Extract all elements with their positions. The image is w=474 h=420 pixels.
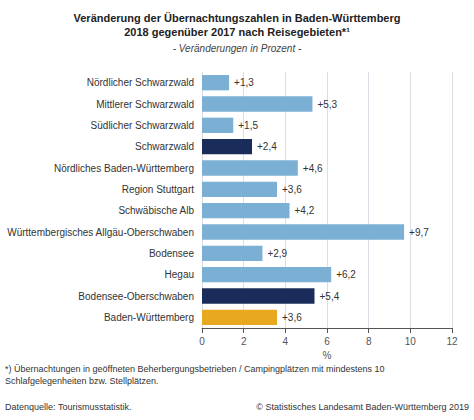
svg-text:+4,2: +4,2 (295, 205, 315, 216)
svg-text:2018 gegenüber 2017 nach Reise: 2018 gegenüber 2017 nach Reisegebieten*¹ (124, 26, 350, 38)
svg-text:Bodensee-Oberschwaben: Bodensee-Oberschwaben (78, 291, 194, 302)
svg-text:Datenquelle: Tourismusstatisti: Datenquelle: Tourismusstatistik. (5, 402, 131, 412)
svg-text:+1,5: +1,5 (238, 120, 258, 131)
svg-text:Mittlerer Schwarzwald: Mittlerer Schwarzwald (96, 99, 194, 110)
svg-text:Nördliches Baden-Württemberg: Nördliches Baden-Württemberg (54, 163, 194, 174)
svg-text:*) Übernachtungen in geöffnete: *) Übernachtungen in geöffneten Beherber… (5, 364, 385, 374)
svg-text:- Veränderungen in Prozent -: - Veränderungen in Prozent - (173, 43, 302, 54)
svg-text:+4,6: +4,6 (303, 163, 323, 174)
svg-text:+3,6: +3,6 (282, 184, 302, 195)
svg-text:8: 8 (366, 336, 372, 347)
svg-text:+9,7: +9,7 (409, 227, 429, 238)
svg-text:Südlicher Schwarzwald: Südlicher Schwarzwald (91, 120, 194, 131)
svg-text:0: 0 (199, 336, 205, 347)
svg-text:Schwarzwald: Schwarzwald (135, 141, 194, 152)
svg-text:+5,3: +5,3 (317, 99, 337, 110)
svg-text:Württembergisches Allgäu-Obers: Württembergisches Allgäu-Oberschwaben (7, 227, 194, 238)
svg-text:+1,3: +1,3 (234, 77, 254, 88)
svg-text:Hegau: Hegau (165, 269, 194, 280)
svg-text:Schwäbische Alb: Schwäbische Alb (118, 205, 194, 216)
svg-text:2: 2 (241, 336, 247, 347)
svg-text:+3,6: +3,6 (282, 312, 302, 323)
svg-text:Region Stuttgart: Region Stuttgart (122, 184, 194, 195)
svg-text:Schlafgelegenheiten bzw. Stell: Schlafgelegenheiten bzw. Stellplätzen. (5, 376, 159, 386)
svg-text:+2,4: +2,4 (257, 141, 277, 152)
svg-text:+2,9: +2,9 (267, 248, 287, 259)
svg-text:4: 4 (283, 336, 289, 347)
svg-text:Veränderung der Übernachtungsz: Veränderung der Übernachtungszahlen in B… (74, 12, 401, 24)
svg-text:10: 10 (405, 336, 417, 347)
svg-text:+5,4: +5,4 (320, 291, 340, 302)
svg-text:12: 12 (446, 336, 458, 347)
svg-text:© Statistisches Landesamt Bade: © Statistisches Landesamt Baden-Württemb… (256, 402, 469, 412)
svg-text:Bodensee: Bodensee (149, 248, 194, 259)
svg-text:%: % (323, 350, 332, 361)
svg-text:Baden-Württemberg: Baden-Württemberg (104, 312, 194, 323)
svg-text:+6,2: +6,2 (336, 269, 356, 280)
svg-text:Nördlicher Schwarzwald: Nördlicher Schwarzwald (87, 77, 194, 88)
svg-text:6: 6 (324, 336, 330, 347)
